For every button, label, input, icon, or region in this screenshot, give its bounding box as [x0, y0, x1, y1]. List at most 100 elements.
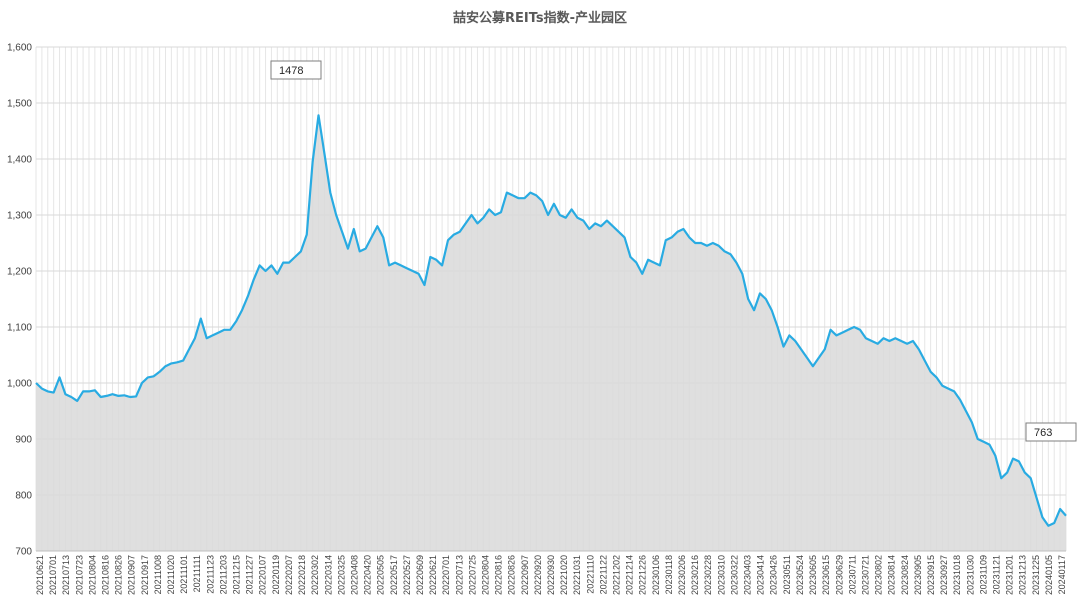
x-tick-label: 20230118 — [664, 555, 674, 594]
x-tick-label: 20211101 — [179, 555, 189, 594]
x-tick-label: 20210701 — [48, 555, 58, 595]
x-tick-label: 20230414 — [756, 555, 766, 595]
x-tick-label: 20220218 — [297, 555, 307, 595]
x-tick-label: 20221214 — [625, 555, 635, 595]
x-tick-label: 20221226 — [638, 555, 648, 595]
annotation-text: 1478 — [279, 65, 303, 77]
x-tick-label: 20230524 — [795, 555, 805, 595]
x-tick-label: 20220920 — [533, 555, 543, 595]
x-tick-label: 20210826 — [114, 555, 124, 595]
x-tick-label: 20220527 — [402, 555, 412, 595]
x-tick-label: 20220713 — [454, 555, 464, 595]
x-tick-label: 20211008 — [153, 555, 163, 594]
annotation-label: 1478 — [270, 60, 322, 80]
x-tick-label: 20211020 — [166, 555, 176, 594]
x-tick-label: 20221122 — [598, 555, 608, 594]
y-tick-label: 1,400 — [7, 155, 32, 166]
x-tick-label: 20220907 — [520, 555, 530, 595]
x-tick-label: 20211111 — [192, 555, 202, 592]
annotation-box — [1025, 422, 1077, 442]
chart-title: 喆安公募REITs指数-产业园区 — [453, 10, 627, 26]
x-tick-label: 20230824 — [900, 555, 910, 595]
x-tick-label: 20230814 — [887, 555, 897, 595]
x-tick-label: 20220609 — [415, 555, 425, 595]
x-tick-label: 20230206 — [677, 555, 687, 595]
x-tick-label: 20220517 — [389, 555, 399, 595]
x-tick-label: 20230403 — [743, 555, 753, 595]
x-tick-label: 20220408 — [349, 555, 359, 595]
x-tick-label: 20211123 — [205, 555, 215, 594]
x-tick-label: 20220207 — [284, 555, 294, 595]
x-tick-label: 20210804 — [87, 555, 97, 595]
y-tick-label: 1,200 — [7, 267, 32, 278]
x-tick-label: 20230216 — [690, 555, 700, 595]
x-tick-label: 20231121 — [991, 555, 1001, 594]
x-tick-label: 20210621 — [35, 555, 45, 595]
x-tick-label: 20231213 — [1018, 555, 1028, 595]
y-tick-label: 1,100 — [7, 323, 32, 334]
x-tick-label: 20230615 — [821, 555, 831, 595]
x-tick-label: 20210816 — [101, 555, 111, 595]
x-tick-label: 20220420 — [363, 555, 373, 595]
annotation-label: 763 — [1025, 422, 1077, 442]
annotation-text: 763 — [1034, 427, 1052, 439]
x-tick-label: 20230915 — [926, 555, 936, 595]
x-tick-label: 20220505 — [376, 555, 386, 595]
x-tick-label: 20220816 — [494, 555, 504, 595]
x-tick-label: 20221031 — [572, 555, 582, 595]
x-tick-label: 20230721 — [860, 555, 870, 595]
x-tick-label: 20230310 — [716, 555, 726, 595]
y-tick-label: 1,000 — [7, 379, 32, 390]
y-tick-label: 1,300 — [7, 211, 32, 222]
x-tick-label: 20211203 — [218, 555, 228, 594]
x-tick-label: 20220314 — [323, 555, 333, 595]
x-tick-label: 20231030 — [965, 555, 975, 595]
x-tick-label: 20230905 — [913, 555, 923, 595]
data-line — [35, 114, 1067, 527]
x-tick-label: 20230228 — [703, 555, 713, 595]
annotation-box — [270, 60, 322, 80]
x-tick-label: 20211227 — [245, 555, 255, 594]
y-tick-label: 700 — [15, 547, 32, 558]
y-tick-label: 900 — [15, 435, 32, 446]
x-tick-label: 20210907 — [127, 555, 137, 595]
x-tick-label: 20220725 — [467, 555, 477, 595]
series-line — [35, 114, 1067, 527]
annotations: 1478 763 — [270, 60, 1077, 442]
x-tick-label: 20220930 — [546, 555, 556, 595]
x-tick-label: 20230629 — [834, 555, 844, 595]
x-tick-label: 20220804 — [480, 555, 490, 595]
x-tick-label: 20240105 — [1044, 555, 1054, 595]
x-tick-label: 20221110 — [585, 555, 595, 594]
x-tick-label: 20230426 — [769, 555, 779, 595]
x-tick-label: 20230711 — [847, 555, 857, 594]
x-tick-label: 20210917 — [140, 555, 150, 595]
x-tick-label: 20210713 — [61, 555, 71, 595]
y-tick-label: 1,500 — [7, 99, 32, 110]
x-tick-label: 20210723 — [74, 555, 84, 595]
x-tick-label: 20220701 — [441, 555, 451, 595]
x-tick-label: 20230322 — [729, 555, 739, 595]
x-tick-label: 20221202 — [612, 555, 622, 595]
x-tick-label: 20230927 — [939, 555, 949, 595]
y-tick-label: 1,600 — [7, 43, 32, 54]
x-tick-label: 20230802 — [874, 555, 884, 595]
data-area — [36, 115, 1066, 551]
x-tick-label: 20220621 — [428, 555, 438, 595]
x-tick-label: 20230106 — [651, 555, 661, 595]
x-tick-label: 20220119 — [271, 555, 281, 594]
x-tick-label: 20240117 — [1057, 555, 1067, 594]
area-fill — [36, 115, 1066, 551]
y-tick-label: 800 — [15, 491, 32, 502]
x-tick-label: 20230511 — [782, 555, 792, 594]
x-tick-label: 20230605 — [808, 555, 818, 595]
x-tick-label: 20220826 — [507, 555, 517, 595]
axes: 700 800 900 1,000 1,100 1,200 1,300 1,400 1,500 1… — [7, 43, 1067, 596]
x-tick-label: 20231109 — [978, 555, 988, 594]
x-tick-label: 20231225 — [1031, 555, 1041, 595]
x-tick-label: 20221020 — [559, 555, 569, 595]
x-tick-label: 20211215 — [232, 555, 242, 594]
x-tick-label: 20220107 — [258, 555, 268, 595]
